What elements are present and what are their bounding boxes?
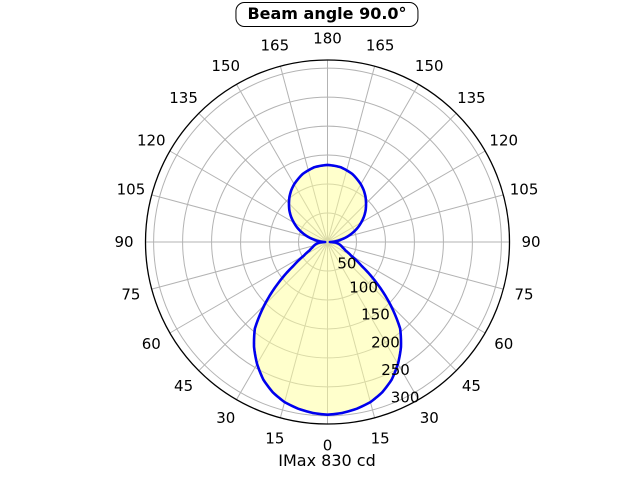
radial-tick-label: 100 bbox=[349, 278, 378, 296]
angular-tick-label: 15 bbox=[371, 430, 390, 448]
angular-tick-label: 180 bbox=[313, 30, 342, 48]
radial-tick-label: 200 bbox=[371, 333, 400, 351]
beam-curve bbox=[252, 163, 403, 417]
angular-tick-label: 105 bbox=[510, 180, 539, 198]
angular-tick-label: 75 bbox=[121, 286, 140, 304]
angular-tick-label: 120 bbox=[489, 131, 518, 149]
angular-tick-label: 135 bbox=[169, 89, 198, 107]
radial-tick-label: 150 bbox=[361, 306, 390, 324]
angular-tick-label: 150 bbox=[415, 57, 444, 75]
outer-circle bbox=[144, 59, 511, 425]
angular-tick-label: 45 bbox=[462, 377, 481, 395]
radial-tick-label: 50 bbox=[337, 255, 356, 273]
angular-tick-label: 105 bbox=[117, 180, 146, 198]
grid-ray bbox=[151, 194, 328, 243]
angular-tick-label: 120 bbox=[137, 131, 166, 149]
angular-tick-label: 60 bbox=[142, 335, 161, 353]
angular-tick-label: 15 bbox=[265, 430, 284, 448]
angular-tick-label: 0 bbox=[323, 437, 333, 455]
grid-ray bbox=[327, 194, 504, 243]
angular-tick-label: 30 bbox=[420, 409, 439, 427]
radial-tick-label: 250 bbox=[381, 361, 410, 379]
grid-ray bbox=[151, 241, 328, 290]
chart-title: Beam angle 90.0° bbox=[235, 2, 419, 27]
angular-tick-label: 165 bbox=[366, 36, 395, 54]
angular-tick-label: 90 bbox=[114, 233, 133, 251]
angular-tick-label: 30 bbox=[216, 409, 235, 427]
angular-tick-label: 90 bbox=[521, 233, 540, 251]
angular-tick-label: 165 bbox=[261, 36, 290, 54]
grid-ray bbox=[327, 241, 504, 290]
angular-tick-label: 135 bbox=[457, 89, 486, 107]
angular-tick-label: 45 bbox=[174, 377, 193, 395]
radial-tick-label: 300 bbox=[391, 389, 420, 407]
angular-tick-label: 150 bbox=[211, 57, 240, 75]
angular-tick-label: 60 bbox=[494, 335, 513, 353]
imax-label: IMax 830 cd bbox=[278, 451, 376, 470]
angular-tick-label: 75 bbox=[515, 286, 534, 304]
